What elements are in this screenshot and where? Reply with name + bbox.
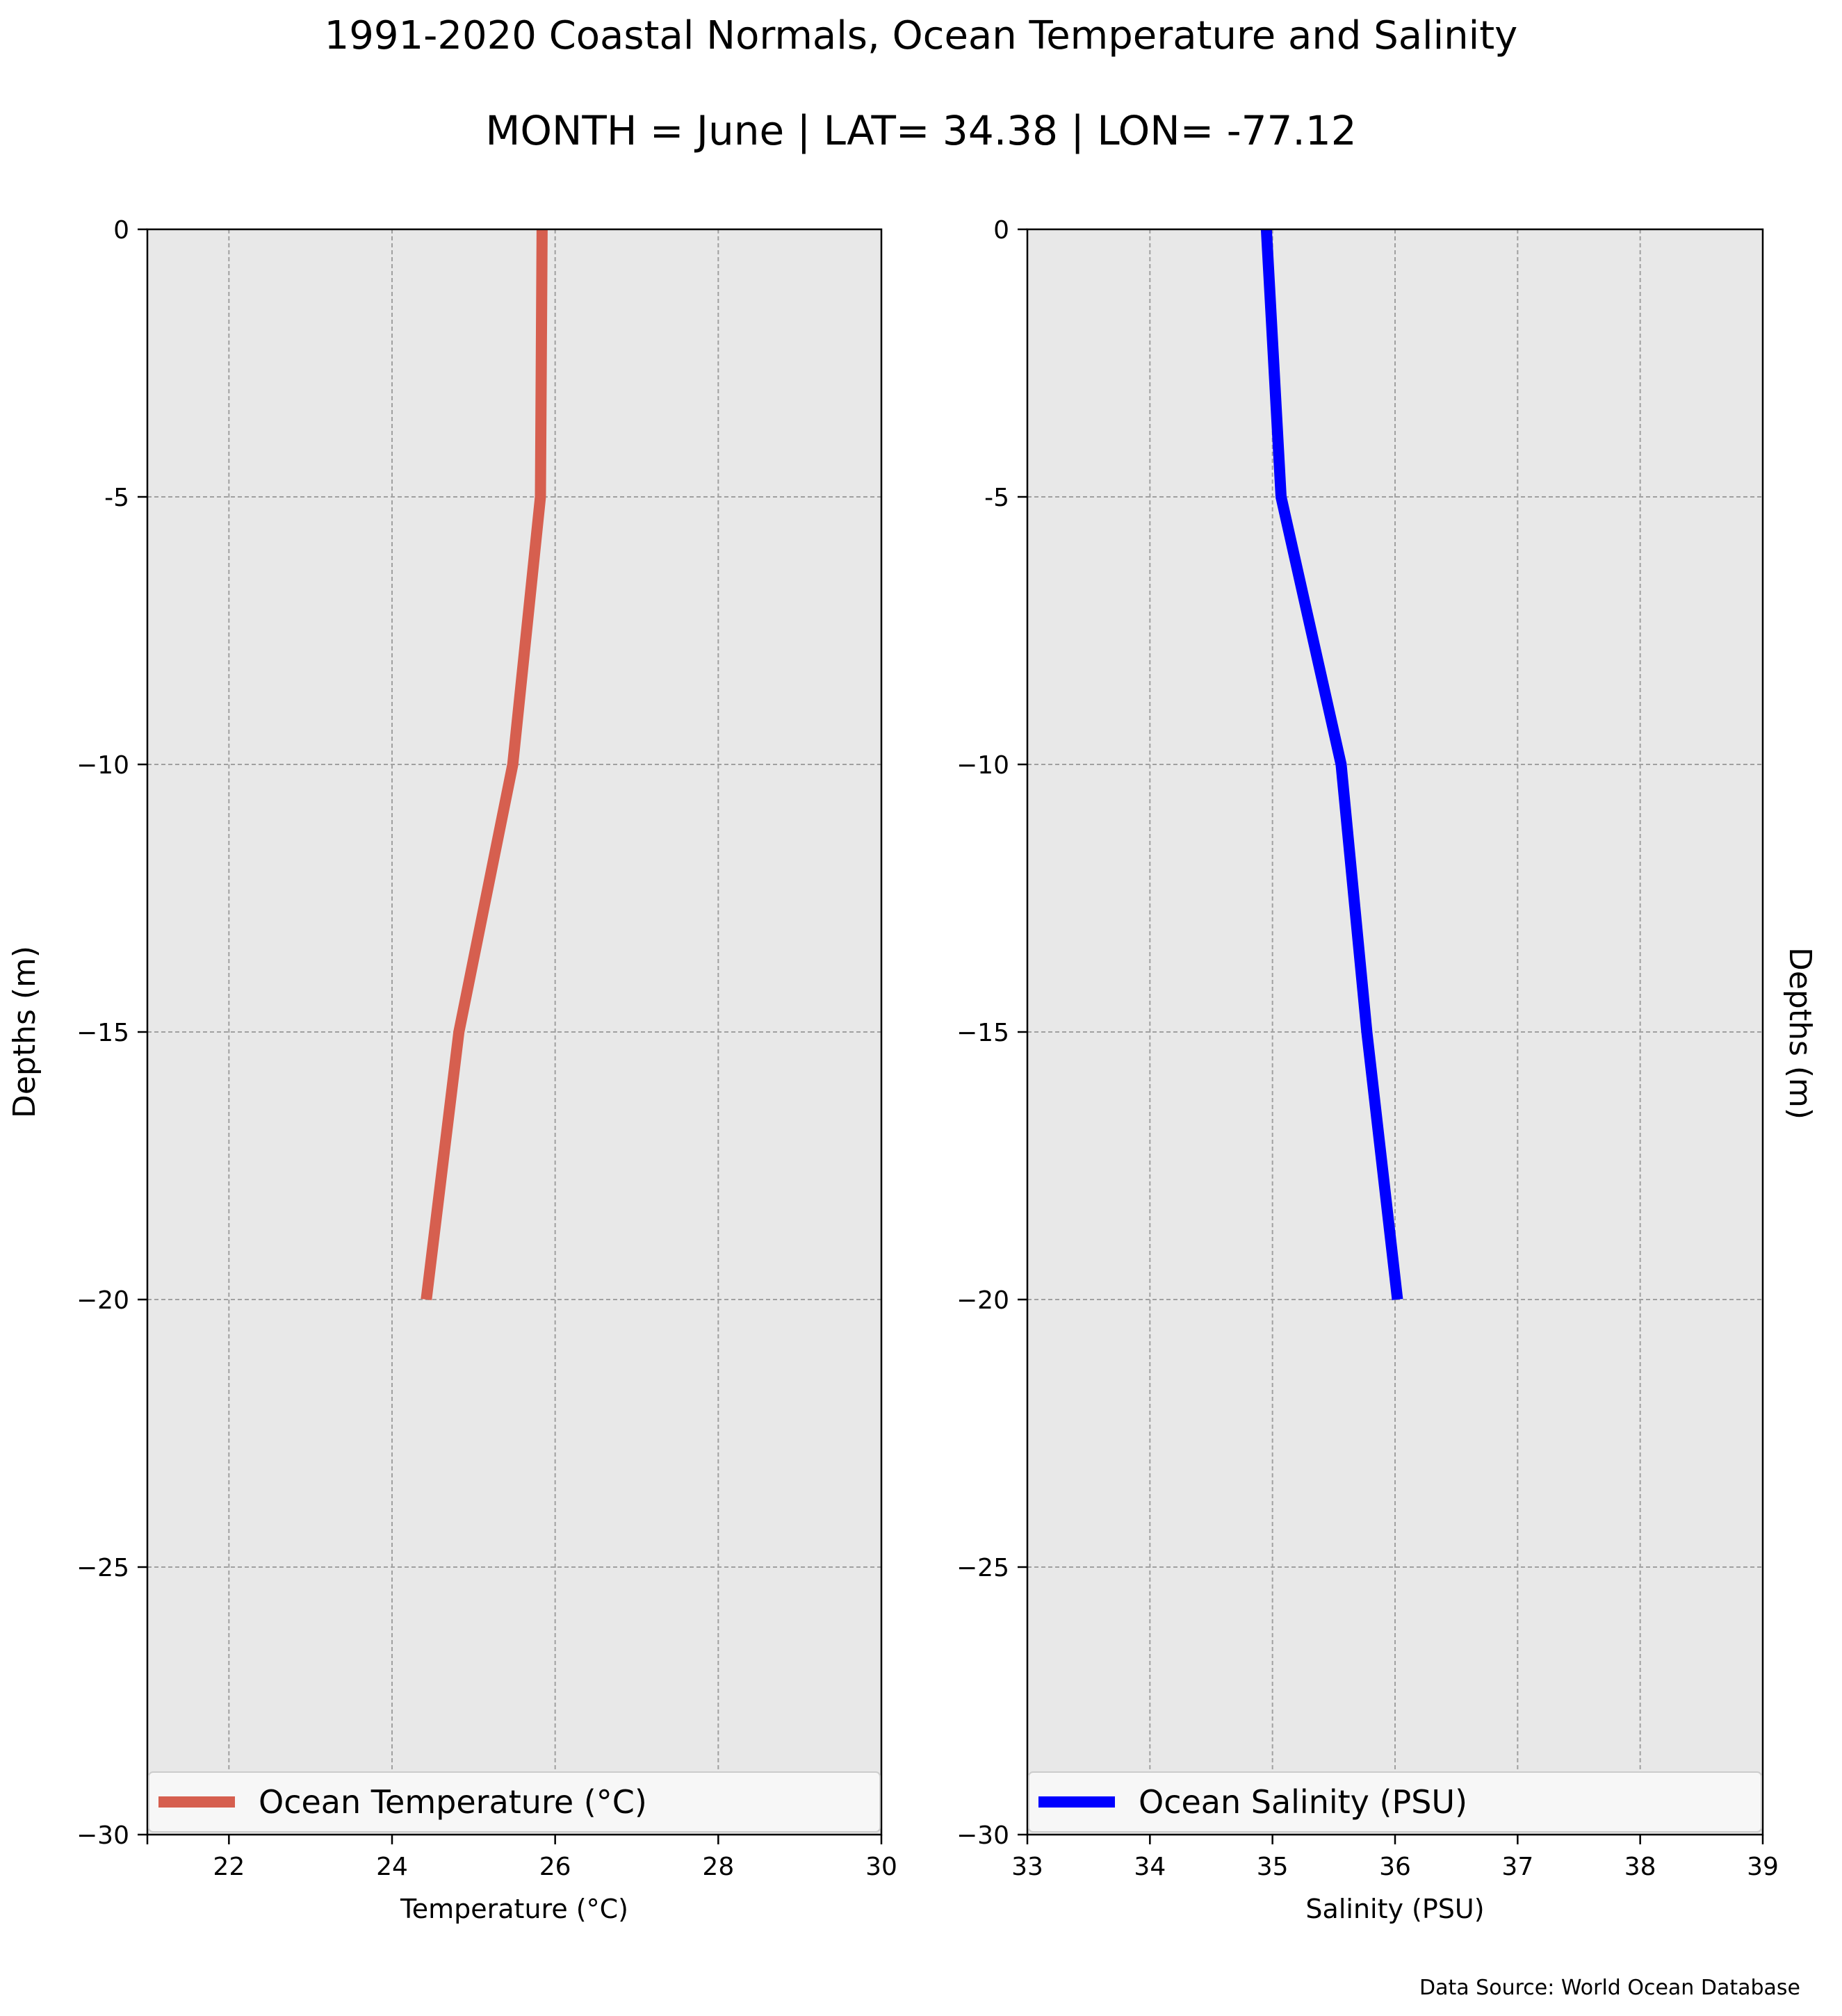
temperature-x-tick-label: 28: [702, 1853, 734, 1881]
salinity-y-tick-label: −15: [956, 1019, 1009, 1047]
salinity-y-tick-label: −10: [956, 751, 1009, 780]
temperature-y-tick-label: −25: [76, 1554, 129, 1582]
salinity-series-line: [1260, 229, 1403, 1300]
salinity-x-tick-label: 38: [1624, 1853, 1656, 1881]
temperature-x-tick-label: 30: [865, 1853, 897, 1881]
salinity-legend-label: Ocean Salinity (PSU): [1139, 1783, 1467, 1821]
temperature-plot-area: [147, 229, 881, 1835]
temperature-y-tick-label: -5: [104, 484, 129, 512]
right-y-axis-label: Depths (m): [1782, 947, 1818, 1120]
salinity-x-tick-label: 37: [1501, 1853, 1533, 1881]
temperature-legend: Ocean Temperature (°C): [148, 1771, 881, 1833]
salinity-y-tick-label: −25: [956, 1554, 1009, 1582]
temperature-y-tick-label: −15: [76, 1019, 129, 1047]
salinity-x-tick-label: 33: [1011, 1853, 1043, 1881]
temperature-y-tick-label: −20: [76, 1286, 129, 1315]
salinity-x-tick-label: 39: [1747, 1853, 1779, 1881]
salinity-y-tick-label: −20: [956, 1286, 1009, 1315]
salinity-x-tick-label: 36: [1379, 1853, 1411, 1881]
temperature-x-axis-label: Temperature (°C): [400, 1894, 628, 1924]
salinity-y-tick-label: 0: [993, 216, 1009, 245]
temperature-y-tick-label: 0: [113, 216, 129, 245]
salinity-x-axis-label: Salinity (PSU): [1305, 1894, 1484, 1924]
salinity-y-tick-label: −30: [956, 1821, 1009, 1850]
temperature-y-tick-label: −10: [76, 751, 129, 780]
temperature-series-line: [421, 229, 548, 1300]
salinity-y-tick-label: -5: [984, 484, 1009, 512]
temperature-x-tick-label: 26: [539, 1853, 571, 1881]
chart-subtitle: MONTH = June | LAT= 34.38 | LON= -77.12: [485, 107, 1356, 154]
temperature-x-tick-label: 24: [376, 1853, 408, 1881]
chart-title: 1991-2020 Coastal Normals, Ocean Tempera…: [325, 13, 1518, 58]
salinity-panel: 33 34 35 36 37 38 39 0 -5 −10 −15 −20 −25 −30 Salinity…: [956, 216, 1779, 1924]
salinity-x-tick-label: 34: [1134, 1853, 1166, 1881]
salinity-legend-box: [1028, 1771, 1762, 1833]
temperature-panel: 22 24 26 28 30 0 -5 −10 −15 −20 −25 −30 Temperature …: [7, 216, 897, 1924]
temperature-y-tick-label: −30: [76, 1821, 129, 1850]
temperature-legend-box: [148, 1771, 881, 1833]
temperature-x-tick-label: 22: [213, 1853, 245, 1881]
salinity-x-tick-label: 35: [1257, 1853, 1289, 1881]
temperature-legend-label: Ocean Temperature (°C): [259, 1783, 647, 1821]
temperature-y-axis-label: Depths (m): [7, 946, 42, 1118]
salinity-legend: Ocean Salinity (PSU): [1028, 1771, 1762, 1833]
data-source-note: Data Source: World Ocean Database: [1419, 1976, 1800, 2000]
